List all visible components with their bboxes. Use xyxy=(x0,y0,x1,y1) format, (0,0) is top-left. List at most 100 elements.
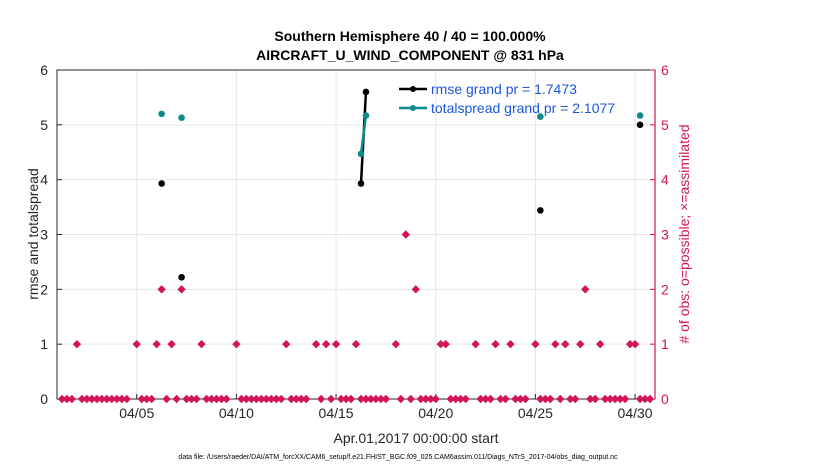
y-tick-label: 4 xyxy=(40,172,48,188)
obs-count-marker xyxy=(426,394,435,404)
obs-count-marker xyxy=(277,394,286,404)
legend: rmse grand pr = 1.7473 totalspread grand… xyxy=(399,81,615,116)
obs-count-marker xyxy=(401,230,411,239)
x-axis: 04/05 04/10 04/15 04/20 04/25 04/30 xyxy=(119,394,653,421)
obs-count-marker xyxy=(571,394,580,404)
obs-count-marker xyxy=(511,394,520,404)
totalspread-point xyxy=(158,110,165,118)
obs-count-marker xyxy=(182,394,191,404)
obs-count-marker xyxy=(640,394,650,404)
obs-count-marker xyxy=(192,394,201,404)
x-tick-label: 04/15 xyxy=(319,405,354,421)
obs-count-marker xyxy=(287,394,296,404)
totalspread-point xyxy=(537,113,544,120)
obs-count-marker xyxy=(486,394,495,404)
obs-count-marker xyxy=(137,394,146,404)
obs-count-marker xyxy=(326,394,336,404)
y-axis-label: rmse and totalspread xyxy=(25,168,41,300)
obs-count-marker xyxy=(252,394,261,404)
x-tick-label: 04/30 xyxy=(618,405,653,421)
obs-count-marker xyxy=(172,394,181,404)
y-tick-label: 0 xyxy=(40,391,48,407)
obs-count-marker xyxy=(272,394,281,404)
obs-count-marker xyxy=(595,339,605,349)
obs-count-marker xyxy=(222,394,231,404)
obs-count-marker xyxy=(456,394,465,404)
obs-count-marker xyxy=(635,394,645,404)
obs-count-marker xyxy=(112,394,121,404)
obs-count-marker xyxy=(217,394,226,404)
y-tick-label: 3 xyxy=(40,227,48,243)
obs-count-marker xyxy=(551,339,560,349)
obs-count-marker xyxy=(292,394,301,404)
obs-count-marker xyxy=(132,339,141,349)
obs-count-marker xyxy=(391,339,401,349)
obs-count-marker xyxy=(366,394,376,404)
obs-count-marker xyxy=(92,394,102,404)
obs-count-marker xyxy=(501,394,510,404)
obs-count-marker xyxy=(541,394,550,404)
obs-count-marker xyxy=(561,339,570,349)
totalspread-point xyxy=(178,114,185,122)
obs-count-marker xyxy=(311,339,321,349)
y2-tick-label: 3 xyxy=(661,227,669,243)
obs-count-marker xyxy=(321,339,331,349)
rmse-point xyxy=(537,207,544,214)
obs-count-marker xyxy=(531,339,540,349)
y2-tick-label: 2 xyxy=(661,281,669,297)
y-tick-label: 5 xyxy=(40,117,48,133)
obs-count-marker xyxy=(591,394,600,404)
obs-count-marker xyxy=(361,394,371,404)
obs-count-marker xyxy=(516,394,525,404)
obs-count-marker xyxy=(102,394,112,404)
obs-count-marker xyxy=(331,339,341,349)
legend-totalspread-label: totalspread grand pr = 2.1077 xyxy=(431,100,615,116)
obs-count-marker xyxy=(207,394,216,404)
obs-count-marker xyxy=(620,394,630,404)
legend-rmse-marker xyxy=(410,86,416,92)
obs-count-marker xyxy=(177,285,186,294)
obs-count-marker xyxy=(212,394,221,404)
obs-count-marker xyxy=(267,394,276,404)
totalspread-point xyxy=(357,150,365,158)
obs-count-marker xyxy=(157,285,166,294)
x-tick-label: 04/05 xyxy=(119,405,154,421)
obs-count-marker xyxy=(506,339,515,349)
rmse-point xyxy=(357,180,365,187)
obs-count-marker xyxy=(461,394,470,404)
obs-count-marker xyxy=(187,394,196,404)
obs-count-marker xyxy=(247,394,256,404)
totalspread-point xyxy=(636,112,644,119)
y-tick-label: 2 xyxy=(40,281,48,297)
obs-count-marker xyxy=(625,339,635,349)
obs-count-marker xyxy=(316,394,326,404)
y2-tick-label: 4 xyxy=(661,172,669,188)
right-axis: 0 1 2 3 4 5 6 xyxy=(650,62,669,407)
obs-count-marker xyxy=(67,394,77,404)
obs-count-marker xyxy=(451,394,460,404)
obs-count-marker xyxy=(605,394,615,404)
x-axis-label: Apr.01,2017 00:00:00 start xyxy=(333,430,498,446)
obs-count-marker xyxy=(162,394,171,404)
obs-count-marker xyxy=(581,285,590,294)
obs-count-marker xyxy=(282,339,291,349)
left-axis: 0 1 2 3 4 5 6 xyxy=(40,62,62,407)
obs-count-marker xyxy=(436,339,445,349)
obs-count-marker xyxy=(630,339,640,349)
obs-count-marker xyxy=(202,394,211,404)
obs-count-marker xyxy=(406,394,416,404)
obs-count-marker xyxy=(72,339,82,349)
y2-axis-label: # of obs: o=possible; ×=assimilated xyxy=(676,124,692,343)
x-tick-label: 04/20 xyxy=(418,405,453,421)
obs-count-marker xyxy=(62,394,72,404)
obs-count-marker xyxy=(122,394,131,404)
obs-count-marker xyxy=(237,394,246,404)
legend-rmse-label: rmse grand pr = 1.7473 xyxy=(431,81,577,97)
y2-tick-label: 0 xyxy=(661,391,669,407)
totalspread-point xyxy=(362,112,370,119)
x-tick-label: 04/25 xyxy=(518,405,553,421)
obs-count-marker xyxy=(566,394,575,404)
obs-count-marker xyxy=(57,394,67,404)
obs-count-marker xyxy=(167,339,176,349)
